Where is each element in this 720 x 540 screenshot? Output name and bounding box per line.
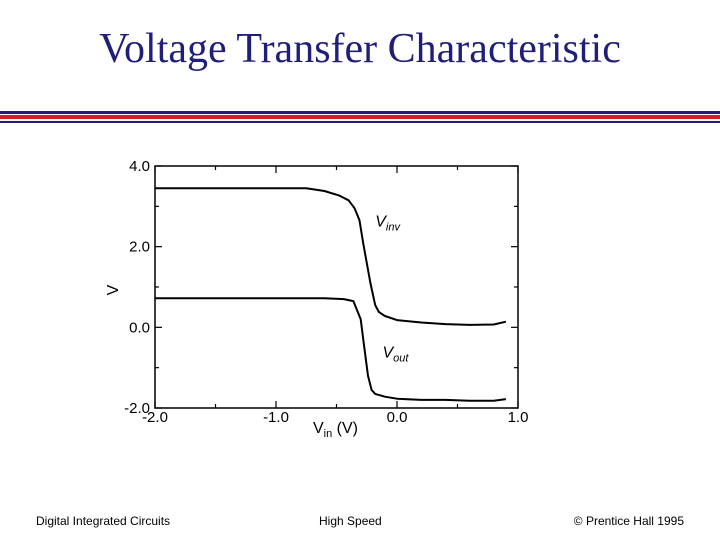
title-rule-top — [0, 111, 720, 114]
y-tick-label: 2.0 — [129, 239, 150, 256]
y-tick-label: 0.0 — [129, 319, 150, 336]
x-tick-label: -1.0 — [263, 409, 289, 426]
plot-frame — [154, 165, 519, 409]
footer-copyright: © Prentice Hall 1995 — [573, 514, 684, 528]
series-line-inv — [155, 187, 507, 326]
title-rule-accent — [0, 115, 720, 119]
slide-title: Voltage Transfer Characteristic — [99, 26, 621, 72]
series-label-inv: Vinv — [375, 214, 401, 234]
x-tick-label: -2.0 — [142, 409, 168, 426]
axis-tick-labels: -2.0 -1.0 0.0 1.0 -2.0 0.0 2.0 4.0 — [124, 158, 528, 426]
axis-ticks — [154, 165, 519, 409]
series-lines — [155, 187, 507, 402]
footer-section: High Speed — [319, 514, 382, 528]
series-label-out: Vout — [382, 345, 409, 365]
x-tick-label: 0.0 — [387, 409, 408, 426]
series-labels: Vinv Vout — [375, 214, 409, 365]
y-tick-label: -2.0 — [124, 400, 150, 417]
y-tick-label: 4.0 — [129, 158, 150, 175]
x-axis-label: Vin (V) — [313, 420, 358, 440]
footer-course: Digital Integrated Circuits — [36, 514, 171, 528]
series-line-out — [155, 297, 507, 402]
title-rule-bottom — [0, 121, 720, 123]
x-tick-label: 1.0 — [508, 409, 529, 426]
y-axis-label: V — [105, 284, 122, 295]
